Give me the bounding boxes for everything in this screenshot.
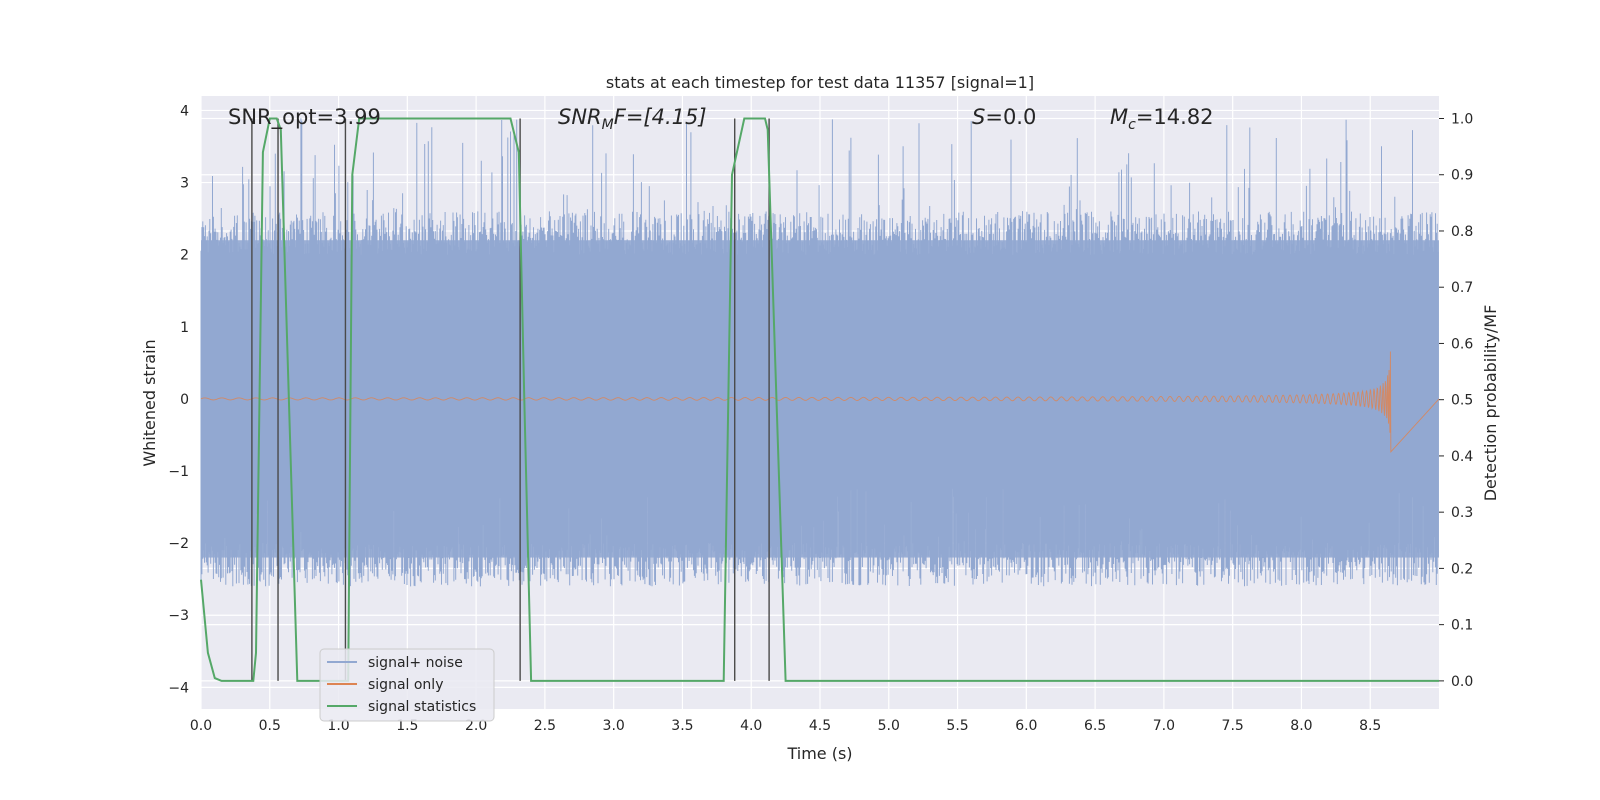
x-axis-label: Time (s) [786, 744, 852, 763]
legend-box [319, 648, 495, 722]
x-tick-label: 4.5 [809, 718, 831, 734]
x-tick-label: 5.0 [878, 718, 900, 734]
annotation-snr-mf-value: F=[4.15] [614, 105, 707, 129]
x-tick-label: 3.0 [603, 718, 625, 734]
x-tick-label: 1.0 [327, 718, 349, 734]
y-tick-label-right: 0.5 [1451, 393, 1473, 409]
right-y-tick-labels: 0.0 0.1 0.2 0.3 0.4 0.5 0.6 0.7 0.8 0.9 1.0 [1439, 111, 1473, 690]
annotation-s-symbol: S [972, 105, 985, 129]
x-tick-label: 8.5 [1359, 718, 1381, 734]
annotation-mc-symbol: M [1110, 105, 1128, 129]
y-tick-label-right: 1.0 [1451, 111, 1473, 127]
y-tick-label-left: −4 [168, 680, 189, 696]
y-tick-label-left: 1 [180, 320, 189, 336]
legend-label-noise: signal+ noise [368, 655, 463, 671]
signal-only-series [200, 351, 1440, 453]
signal-chirp-line [200, 351, 1440, 453]
x-tick-label: 8.0 [1290, 718, 1312, 734]
y-tick-label-right: 0.6 [1451, 336, 1473, 352]
y-tick-label-left: −2 [168, 536, 189, 552]
y-tick-label-right: 0.0 [1451, 674, 1473, 690]
x-tick-label: 6.0 [1015, 718, 1037, 734]
y-axis-right-label: Detection probability/MF [1481, 305, 1500, 502]
y-tick-label-right: 0.8 [1451, 224, 1473, 240]
x-tick-label: 4.0 [740, 718, 762, 734]
y-tick-label-left: 2 [180, 248, 189, 264]
annotation-snr-mf-subscript: M [602, 117, 614, 133]
x-tick-label: 7.5 [1222, 718, 1244, 734]
x-tick-labels: 0.0 0.5 1.0 1.5 2.0 2.5 3.0 3.5 4.0 4.5 5.0 5.5 6.0 6… [190, 718, 1381, 734]
legend-label-statistics: signal statistics [368, 699, 476, 715]
statistics-line [200, 117, 1439, 682]
left-y-tick-labels: −4 −3 −2 −1 0 1 2 3 4 [168, 103, 189, 696]
x-tick-label: 0.0 [190, 718, 212, 734]
x-tick-label: 5.5 [946, 718, 968, 734]
y-axis-left-label: Whitened strain [140, 339, 159, 466]
noise-spikes [200, 118, 1439, 587]
y-tick-label-right: 0.4 [1451, 449, 1473, 465]
y-tick-label-right: 0.7 [1451, 280, 1473, 296]
legend-label-signal: signal only [368, 677, 443, 693]
y-tick-label-left: −1 [168, 464, 189, 480]
y-tick-label-right: 0.9 [1451, 168, 1473, 184]
x-tick-label: 2.0 [465, 718, 487, 734]
chart-title: stats at each timestep for test data 113… [606, 73, 1034, 92]
annotation-s: S=0.0 [972, 105, 1036, 129]
x-tick-label: 2.5 [534, 718, 556, 734]
annotation-snr-mf-base: SNR [558, 105, 602, 129]
annotation-mc-value: =14.82 [1136, 105, 1214, 129]
legend: signal+ noise signal only signal statist… [319, 648, 495, 722]
y-tick-label-right: 0.3 [1451, 505, 1473, 521]
x-tick-label: 6.5 [1084, 718, 1106, 734]
y-tick-label-right: 0.1 [1451, 618, 1473, 634]
y-tick-label-left: 4 [180, 103, 189, 119]
signal-statistics-series [200, 117, 1439, 682]
y-tick-label-right: 0.2 [1451, 561, 1473, 577]
x-tick-label: 1.5 [396, 718, 418, 734]
x-tick-label: 3.5 [671, 718, 693, 734]
y-tick-label-left: 3 [180, 176, 189, 192]
annotation-mc-subscript: c [1128, 117, 1136, 133]
x-tick-label: 0.5 [259, 718, 281, 734]
x-tick-label: 7.0 [1153, 718, 1175, 734]
annotation-s-value: =0.0 [985, 105, 1036, 129]
y-tick-label-left: 0 [180, 392, 189, 408]
annotation-snr-mf: SNRMF=[4.15] [558, 105, 707, 133]
y-tick-label-left: −3 [168, 608, 189, 624]
annotation-snr-opt: SNR_opt=3.99 [228, 105, 381, 130]
annotation-mc: Mc=14.82 [1110, 105, 1214, 133]
